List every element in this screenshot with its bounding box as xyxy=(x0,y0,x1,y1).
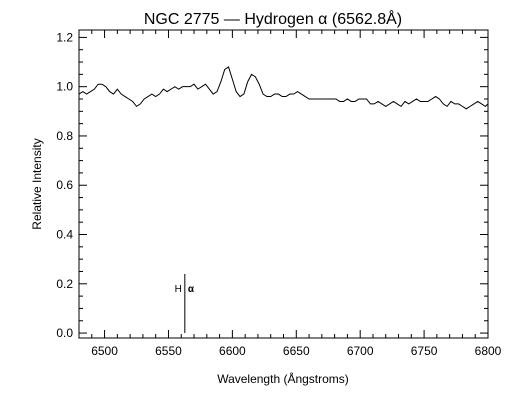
x-tick-label: 6600 xyxy=(219,344,246,358)
y-tick-label: 0.6 xyxy=(56,178,73,192)
x-tick-label: 6650 xyxy=(283,344,310,358)
x-tick-label: 6550 xyxy=(155,344,182,358)
x-tick-label: 6800 xyxy=(475,344,502,358)
x-tick-label: 6500 xyxy=(91,344,118,358)
y-tick-label: 0.4 xyxy=(56,228,73,242)
x-axis-label: Wavelength (Ångstroms) xyxy=(217,371,349,386)
halpha-marker-symbol: α xyxy=(188,284,195,295)
x-axis-tick-labels: 6500 6550 6600 6650 6700 6750 6800 xyxy=(91,344,501,358)
y-tick-label: 0.2 xyxy=(56,277,73,291)
y-axis-ticks xyxy=(79,36,488,334)
y-axis-label: Relative Intensity xyxy=(30,138,44,229)
chart-title: NGC 2775 — Hydrogen α (6562.8Å) xyxy=(144,9,402,28)
plot-frame xyxy=(78,29,489,339)
y-tick-label: 1.2 xyxy=(56,30,73,44)
halpha-marker-label: H xyxy=(175,284,182,295)
y-axis-tick-labels: 0.0 0.2 0.4 0.6 0.8 1.0 1.2 xyxy=(56,30,73,340)
y-tick-label: 1.0 xyxy=(56,80,73,94)
y-tick-label: 0.8 xyxy=(56,129,73,143)
x-tick-label: 6700 xyxy=(347,344,374,358)
x-axis-ticks xyxy=(78,30,489,338)
x-tick-label: 6750 xyxy=(411,344,438,358)
spectrum-line xyxy=(78,66,489,110)
y-tick-label: 0.0 xyxy=(56,326,73,340)
